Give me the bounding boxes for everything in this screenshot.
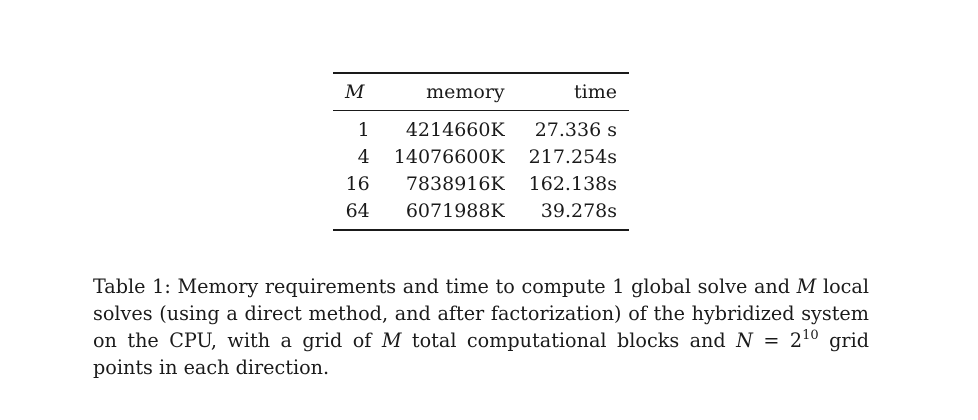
cell-memory: 4214660K — [405, 119, 505, 141]
table-header-row: M memory time — [333, 73, 629, 111]
caption-exponent: 10 — [802, 328, 819, 343]
header-time: time — [574, 81, 617, 103]
results-table-container: M memory time 1 4214660K 27.336 s 4 1407… — [333, 72, 629, 231]
caption-var-n: N — [736, 329, 753, 352]
caption-text-1: Table 1: Memory requirements and time to… — [93, 275, 797, 298]
caption-text-3: total computational blocks and — [401, 329, 737, 352]
cell-time: 217.254s — [528, 146, 617, 168]
header-memory: memory — [426, 81, 505, 103]
table-caption: Table 1: Memory requirements and time to… — [93, 273, 869, 381]
table-row: 16 7838916K 162.138s — [333, 171, 629, 198]
cell-memory: 7838916K — [405, 173, 505, 195]
cell-time: 39.278s — [540, 200, 617, 222]
cell-m: 1 — [357, 119, 370, 141]
caption-var-m: M — [796, 275, 817, 298]
cell-m: 4 — [357, 146, 370, 168]
caption-text-4: = 2 — [752, 329, 803, 352]
table-row: 64 6071988K 39.278s — [333, 198, 629, 230]
results-table: M memory time 1 4214660K 27.336 s 4 1407… — [333, 72, 629, 231]
table-row: 1 4214660K 27.336 s — [333, 111, 629, 145]
cell-m: 64 — [345, 200, 370, 222]
caption-text-2: local solves (using a direct method, and… — [93, 275, 869, 352]
cell-memory: 14076600K — [393, 146, 505, 168]
cell-m: 16 — [345, 173, 370, 195]
caption-text-5: grid points in each direction. — [93, 329, 869, 379]
header-m: M — [345, 81, 365, 103]
caption-var-m: M — [381, 329, 402, 352]
table-row: 4 14076600K 217.254s — [333, 144, 629, 171]
cell-time: 162.138s — [528, 173, 617, 195]
cell-memory: 6071988K — [405, 200, 505, 222]
cell-time: 27.336 s — [534, 119, 617, 141]
